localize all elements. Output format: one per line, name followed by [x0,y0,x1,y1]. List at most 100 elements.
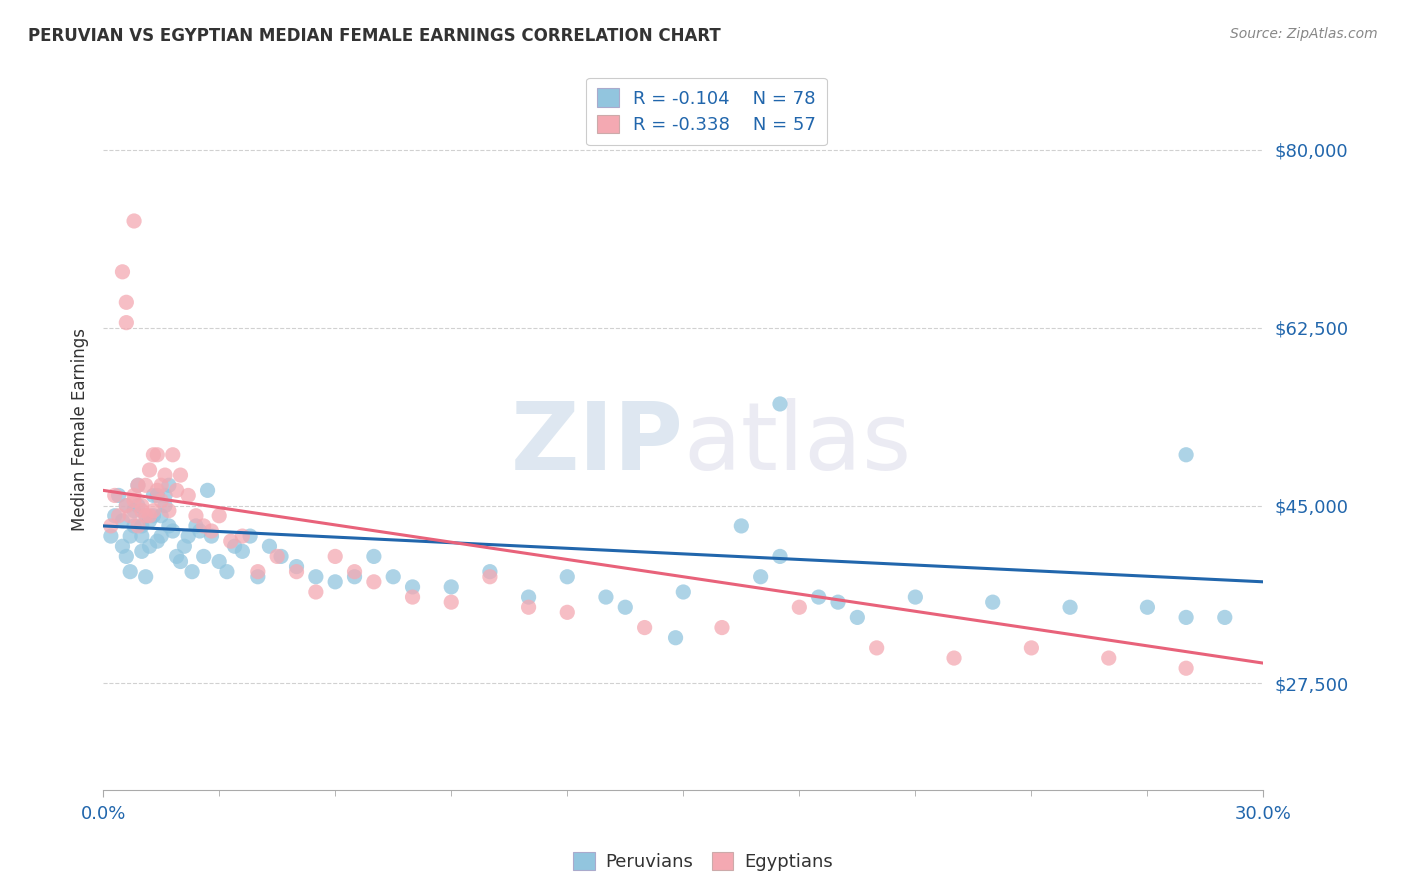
Point [440,595,463,609]
Point [166,549,188,564]
Point [104,508,127,523]
Point [162,524,184,538]
Text: ZIP: ZIP [510,398,683,490]
Point [100,529,122,543]
Point [100,519,122,533]
Point [131,529,153,543]
Point [270,549,292,564]
Point [246,570,269,584]
Point [169,554,191,568]
Point [122,504,145,518]
Point [150,508,173,523]
Point [807,590,830,604]
Point [138,508,160,523]
Point [177,488,200,502]
Point [710,621,733,635]
Point [246,565,269,579]
Point [231,529,253,543]
Point [323,574,346,589]
Text: Source: ZipAtlas.com: Source: ZipAtlas.com [1230,27,1378,41]
Point [1021,640,1043,655]
Point [115,549,138,564]
Point [943,651,966,665]
Point [142,448,165,462]
Point [981,595,1004,609]
Point [517,600,540,615]
Point [478,565,501,579]
Point [135,508,157,523]
Point [401,580,423,594]
Text: PERUVIAN VS EGYPTIAN MEDIAN FEMALE EARNINGS CORRELATION CHART: PERUVIAN VS EGYPTIAN MEDIAN FEMALE EARNI… [28,27,721,45]
Point [146,488,169,502]
Point [146,534,169,549]
Point [827,595,849,609]
Point [208,508,231,523]
Point [846,610,869,624]
Point [157,519,180,533]
Point [363,574,385,589]
Point [127,478,149,492]
Point [120,529,142,543]
Point [1059,600,1081,615]
Point [111,265,134,279]
Point [239,529,262,543]
Point [153,488,176,502]
Point [135,478,157,492]
Point [107,488,129,502]
Point [382,570,405,584]
Point [343,570,366,584]
Point [115,499,138,513]
Point [200,529,222,543]
Point [219,534,242,549]
Point [266,549,288,564]
Point [200,524,222,538]
Point [153,468,176,483]
Point [157,478,180,492]
Point [517,590,540,604]
Point [111,539,134,553]
Point [111,514,134,528]
Point [193,549,215,564]
Point [664,631,686,645]
Point [184,519,207,533]
Point [166,483,188,498]
Point [285,559,308,574]
Point [138,514,160,528]
Point [181,565,204,579]
Point [323,549,346,564]
Point [440,580,463,594]
Point [769,397,792,411]
Point [122,214,145,228]
Point [162,448,184,462]
Point [115,499,138,513]
Point [633,621,655,635]
Point [157,504,180,518]
Point [749,570,772,584]
Point [363,549,385,564]
Point [138,539,160,553]
Legend: R = -0.104    N = 78, R = -0.338    N = 57: R = -0.104 N = 78, R = -0.338 N = 57 [586,78,827,145]
Point [131,519,153,533]
Point [904,590,927,604]
Point [305,585,328,599]
Point [1175,661,1198,675]
Point [169,468,191,483]
Point [224,539,246,553]
Point [1175,610,1198,624]
Point [135,508,157,523]
Point [115,316,138,330]
Point [478,570,501,584]
Point [142,508,165,523]
Point [127,478,149,492]
Point [555,570,578,584]
Point [1175,448,1198,462]
Point [127,519,149,533]
Point [305,570,328,584]
Point [215,565,238,579]
Point [555,605,578,619]
Point [193,519,215,533]
Point [1098,651,1121,665]
Point [146,448,169,462]
Point [231,544,253,558]
Point [153,499,176,513]
